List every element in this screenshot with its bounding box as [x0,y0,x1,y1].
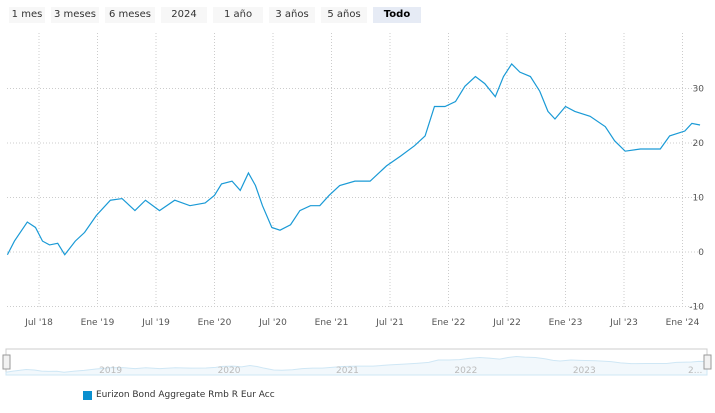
range-button[interactable]: 1 mes [9,7,45,23]
x-tick-label: Jul '23 [609,318,638,328]
x-tick-label: Ene '20 [198,318,232,328]
navigator-label: 2022 [454,366,477,376]
range-button[interactable]: 3 años [269,7,315,23]
range-button[interactable]: 6 meses [105,7,155,23]
x-tick-label: Ene '21 [315,318,349,328]
y-tick-label: 0 [698,248,704,258]
range-button[interactable]: 1 año [213,7,263,23]
x-tick-label: Ene '22 [432,318,466,328]
y-tick-label: 10 [693,194,705,204]
navigator-label: 2020 [218,366,241,376]
legend-label: Eurizon Bond Aggregate Rmb R Eur Acc [96,390,275,400]
legend-item[interactable]: Eurizon Bond Aggregate Rmb R Eur Acc [83,390,275,400]
range-button[interactable]: 2024 [161,7,207,23]
navigator-handle[interactable] [2,354,11,370]
x-tick-label: Jul '19 [141,318,170,328]
x-tick-label: Ene '23 [549,318,583,328]
x-tick-label: Jul '20 [258,318,287,328]
navigator-label: 2... [688,366,702,376]
x-tick-label: Ene '19 [81,318,115,328]
range-button[interactable]: Todo [373,7,421,23]
x-tick-label: Jul '21 [375,318,404,328]
range-selector: 1 mes 3 meses 6 meses 2024 1 año 3 años 5 años… [9,7,421,23]
x-tick-label: Ene '24 [666,318,700,328]
navigator-label: 2019 [99,366,122,376]
y-tick-label: 30 [693,85,705,95]
range-button[interactable]: 3 meses [51,7,99,23]
y-tick-label: -10 [689,303,704,313]
legend-swatch [83,390,92,400]
navigator-label: 2021 [336,366,359,376]
navigator-label: 2023 [573,366,596,376]
x-tick-label: Jul '22 [492,318,521,328]
y-tick-label: 20 [693,139,705,149]
navigator-series [5,355,708,376]
navigator-handle[interactable] [703,354,712,370]
x-tick-label: Jul '18 [24,318,53,328]
series-line [6,63,701,256]
range-button[interactable]: 5 años [321,7,367,23]
